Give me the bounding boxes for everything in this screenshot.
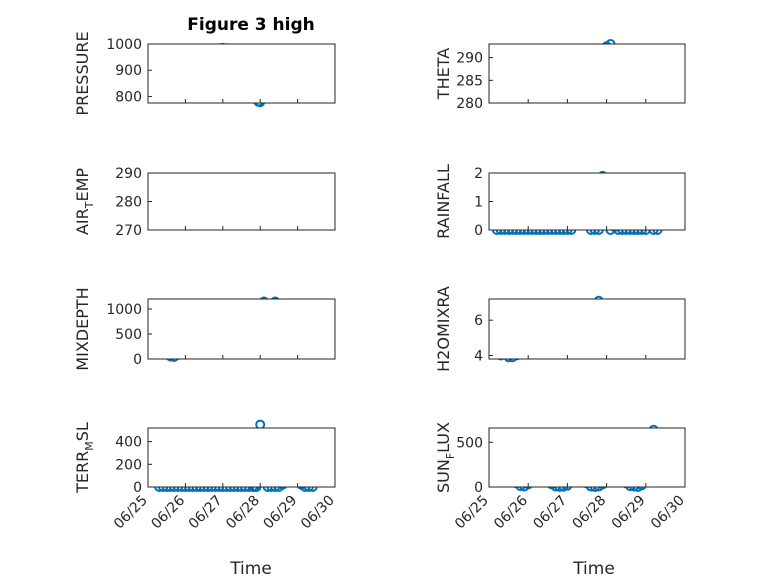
y-axis-label-h2omixra: H2OMIXRA [434,286,453,372]
y-axis-label-rainfall: RAINFALL [434,164,453,239]
x-axis-label-right: Time [572,559,615,579]
y-tick-label: 0 [474,480,483,496]
y-tick-label: 0 [133,352,142,368]
axes-frame [147,298,336,360]
y-tick-label: 4 [474,348,483,364]
x-tick-label: 06/29 [609,493,649,533]
y-tick-label: 6 [474,313,483,329]
y-tick-label: 0 [474,223,483,239]
data-point-terr_msl [255,419,266,430]
y-tick-label: 290 [456,51,483,67]
y-tick-label: 500 [115,327,142,343]
y-tick-label: 280 [456,96,483,112]
axes-pressure: 800 900 1000 PRESSURE [73,31,336,116]
y-tick-label: 1000 [106,37,142,53]
x-tick-label: 06/28 [570,493,610,533]
x-tick-label: 06/29 [261,493,301,533]
y-tick-label: 290 [115,166,142,182]
axes-frame [488,298,686,360]
axes-air_temp: 270 280 290 AIRTEMP [73,166,336,239]
figure-title: Figure 3 high [187,15,315,35]
axes-h2omixra: 4 6 H2OMIXRA [434,286,686,372]
axes-frame [488,427,686,488]
axes-frame [488,43,686,104]
axes-mixdepth: 0 500 1000 MIXDEPTH [73,287,336,371]
axes-frame [488,172,686,231]
y-tick-label: 900 [115,63,142,79]
x-tick-label: 06/26 [148,492,188,532]
axes-rainfall: 0 1 2 RAINFALL [434,164,686,239]
y-tick-label: 1000 [106,302,142,318]
y-axis-label-sunflux: SUNFLUX [434,422,457,493]
y-tick-label: 200 [115,457,142,473]
y-tick-label: 400 [115,435,142,451]
y-tick-label: 2 [474,166,483,182]
y-tick-label: 500 [456,435,483,451]
x-axis-label-left: Time [229,559,272,579]
y-tick-label: 1 [474,195,483,211]
x-tick-label: 06/25 [452,493,492,533]
y-tick-label: 270 [115,223,142,239]
y-tick-label: 280 [115,195,142,211]
y-tick-label: 800 [115,89,142,105]
y-axis-label-mixdepth: MIXDEPTH [73,287,92,370]
y-axis-label-air_temp: AIRTEMP [73,168,96,235]
axes-frame [147,43,336,104]
x-tick-label: 06/25 [111,493,151,533]
x-tick-label: 06/27 [186,493,226,533]
x-tick-label: 06/28 [223,493,263,533]
x-tick-label: 06/27 [530,493,570,533]
x-tick-label: 06/26 [491,492,531,532]
axes-frame [147,172,336,231]
x-tick-label: 06/30 [648,493,688,533]
y-tick-label: 285 [456,73,483,89]
axes-frame [147,427,336,488]
axes-sunflux: 0 500 06/25 06/26 06/27 06/28 06/29 06/30 SUNFLU… [434,422,688,532]
y-axis-label-terr_msl: TERRMSL [73,422,96,494]
y-axis-label-pressure: PRESSURE [73,31,92,115]
y-axis-label-theta: THETA [434,48,453,100]
x-tick-label: 06/30 [298,493,338,533]
y-tick-label: 0 [133,480,142,496]
